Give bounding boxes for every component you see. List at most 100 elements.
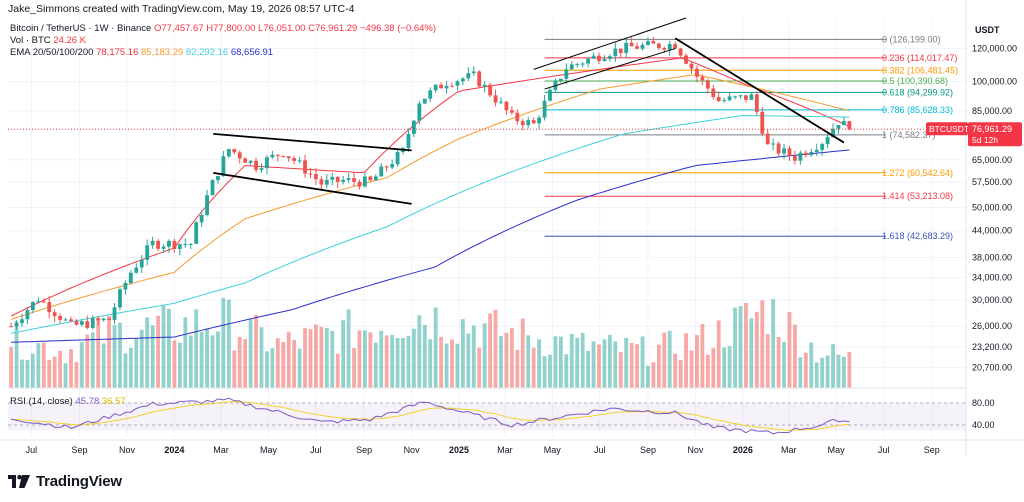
volume-bar bbox=[145, 317, 150, 388]
candle-body bbox=[629, 42, 634, 47]
volume-bar bbox=[319, 326, 324, 388]
volume-bar bbox=[613, 341, 618, 388]
volume-bar bbox=[618, 352, 623, 388]
volume-bar bbox=[455, 343, 460, 388]
fib-level-label: 0.236 (114,017.47) bbox=[882, 53, 957, 63]
fib-level-label: 0.786 (85,628.33) bbox=[882, 105, 953, 115]
trendline bbox=[674, 37, 845, 144]
candle-body bbox=[205, 195, 209, 215]
volume-bar bbox=[390, 334, 395, 388]
volume-bar bbox=[444, 343, 449, 388]
candle-body bbox=[9, 326, 14, 328]
candle-body bbox=[711, 88, 716, 98]
candle-body bbox=[564, 69, 569, 79]
candle-body bbox=[422, 98, 427, 104]
price-axis[interactable]: USDT 120,000.00 100,000.00 85,000.00 65,000.… bbox=[926, 0, 1022, 455]
candle-body bbox=[793, 155, 797, 161]
volume-bar bbox=[412, 328, 416, 388]
volume-bar bbox=[96, 319, 101, 388]
candle-body bbox=[831, 128, 835, 138]
volume-bar bbox=[499, 336, 503, 388]
candle-body bbox=[695, 68, 699, 77]
candle-body bbox=[526, 120, 531, 126]
candle-body bbox=[319, 179, 324, 185]
volume-bar bbox=[700, 324, 705, 388]
fib-level-label: 0 (126,199.00) bbox=[882, 34, 941, 44]
price-tick-label: 26,000.00 bbox=[972, 321, 1012, 331]
candle-body bbox=[575, 63, 580, 65]
volume-bar bbox=[107, 315, 111, 388]
fib-level-label: 0.618 (94,299.92) bbox=[882, 87, 953, 97]
volume-bar bbox=[847, 352, 852, 388]
volume-bar bbox=[564, 354, 569, 388]
volume-bar bbox=[591, 341, 596, 388]
volume-bar bbox=[47, 359, 52, 388]
candle-body bbox=[330, 176, 335, 180]
ema-row: EMA 20/50/100/200 78,175.16 85,183.29 82… bbox=[10, 47, 436, 59]
volume-bar bbox=[803, 352, 808, 388]
time-tick-label: Jul bbox=[594, 445, 606, 455]
candle-body bbox=[847, 121, 852, 130]
volume-bar bbox=[216, 331, 220, 388]
time-tick-label: May bbox=[260, 445, 278, 455]
candle-body bbox=[324, 179, 329, 185]
volume-bar bbox=[248, 318, 253, 388]
candle-body bbox=[727, 96, 732, 101]
candle-body bbox=[597, 55, 601, 62]
volume-bar bbox=[771, 299, 776, 388]
fib-level-label: 1.618 (42,683.29) bbox=[882, 231, 953, 241]
current-price-label: 76,961.29 bbox=[972, 124, 1012, 134]
volume-bar bbox=[330, 330, 335, 388]
candle-body bbox=[167, 240, 171, 247]
volume-bar bbox=[422, 324, 427, 388]
time-tick-label: Jul bbox=[26, 445, 38, 455]
volume-bar bbox=[722, 347, 727, 388]
volume-bar bbox=[782, 341, 786, 388]
volume-bar bbox=[651, 362, 656, 388]
candle-body bbox=[74, 321, 79, 325]
candle-body bbox=[760, 111, 765, 134]
tradingview-footer[interactable]: TradingView bbox=[8, 473, 122, 490]
time-tick-label: 2024 bbox=[164, 445, 184, 455]
volume-bar bbox=[814, 362, 819, 388]
candle-body bbox=[107, 318, 111, 320]
candle-body bbox=[673, 44, 678, 49]
candle-body bbox=[357, 181, 362, 187]
volume-bar bbox=[161, 305, 166, 388]
candle-body bbox=[624, 42, 629, 53]
volume-bar bbox=[20, 359, 24, 388]
candle-body bbox=[580, 63, 585, 65]
candle-body bbox=[363, 176, 367, 187]
candle-body bbox=[172, 240, 177, 249]
ema-line-ema200 bbox=[11, 149, 850, 343]
volume-bar bbox=[134, 338, 139, 388]
candle-body bbox=[433, 84, 438, 91]
candle-body bbox=[150, 240, 155, 246]
time-axis[interactable]: Jul Sep Nov 2024 Mar May Jul Sep Nov 2025 Mar May Ju… bbox=[0, 439, 1024, 455]
fibonacci-retracement[interactable]: 0 (126,199.00) 0.236 (114,017.47) 0.382 (1… bbox=[544, 34, 959, 241]
candle-body bbox=[232, 149, 237, 153]
rsi-band bbox=[8, 403, 966, 431]
rsi-line bbox=[11, 397, 850, 435]
volume-bar bbox=[667, 330, 672, 388]
candle-body bbox=[656, 43, 661, 48]
volume-bar bbox=[716, 320, 721, 388]
candle-body bbox=[52, 312, 57, 316]
candle-body bbox=[194, 222, 199, 244]
trendlines[interactable] bbox=[8, 17, 966, 205]
volume-bar bbox=[254, 314, 258, 388]
candlesticks bbox=[9, 36, 852, 330]
candle-body bbox=[488, 84, 493, 96]
volume-bar bbox=[520, 318, 525, 388]
candle-body bbox=[265, 157, 269, 169]
volume-bar bbox=[504, 332, 509, 388]
rsi-pane bbox=[8, 387, 966, 435]
candle-body bbox=[101, 318, 106, 321]
candle-body bbox=[292, 158, 297, 161]
candle-body bbox=[667, 44, 672, 50]
volume-bar bbox=[727, 346, 732, 388]
price-tick-label: 23,200.00 bbox=[972, 342, 1012, 352]
volume-bar bbox=[156, 315, 160, 388]
candle-body bbox=[613, 48, 618, 57]
